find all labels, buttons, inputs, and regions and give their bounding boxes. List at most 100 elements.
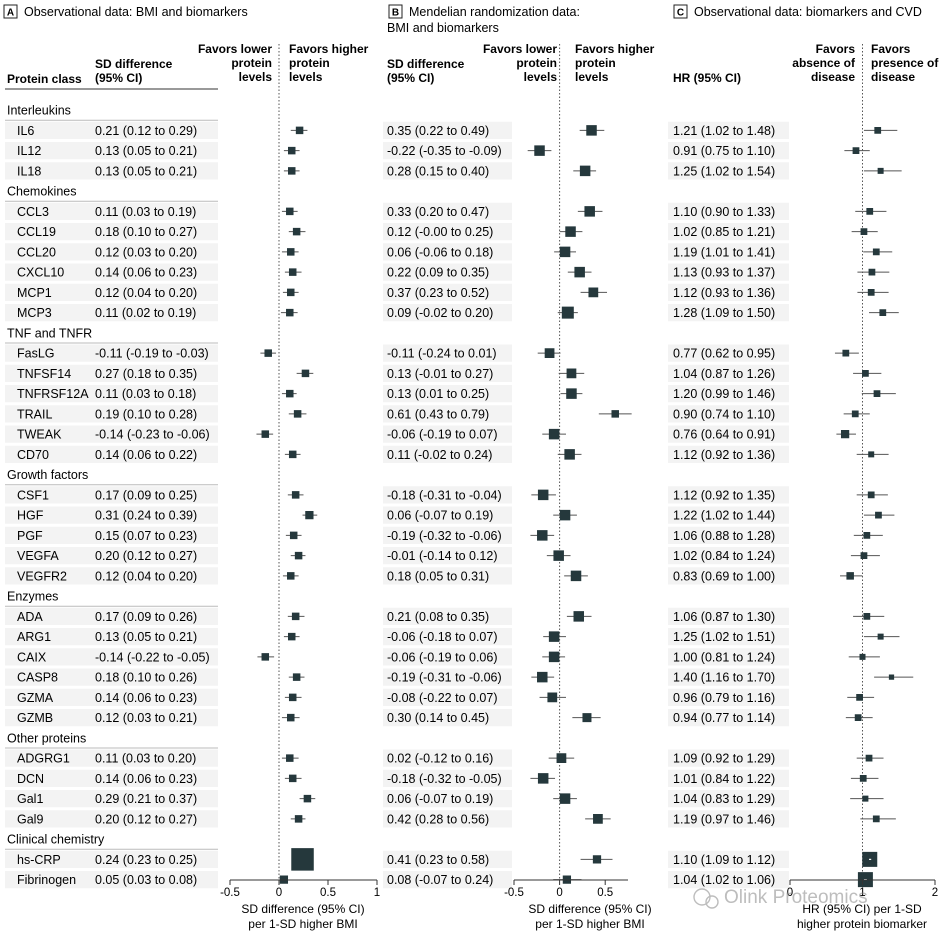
row-band-c: [668, 688, 789, 706]
protein-label: IL12: [17, 144, 41, 158]
row-band-c: [668, 445, 789, 463]
point-estimate-b: [547, 692, 558, 703]
svg-text:Olink Proteomics: Olink Proteomics: [724, 887, 868, 908]
row-band-c: [668, 628, 789, 646]
row-band-c: [668, 567, 789, 585]
x-tick-label-a: -0.5: [220, 887, 240, 899]
point-estimate-b: [537, 671, 548, 683]
row-band-a: [5, 344, 218, 362]
row-band-a: [5, 709, 218, 727]
row-band-c: [668, 871, 789, 889]
estimate-text-c: 0.94 (0.77 to 1.14): [673, 711, 775, 725]
point-estimate-c: [879, 309, 887, 316]
point-estimate-b: [566, 368, 577, 379]
point-estimate-a: [294, 815, 303, 823]
row-band-b: [383, 749, 512, 767]
protein-label: CCL20: [17, 245, 56, 259]
a-favors-lower-1: Favors lower: [198, 42, 272, 56]
estimate-text-a: -0.14 (-0.23 to -0.06): [95, 428, 210, 442]
estimate-text-a: 0.17 (0.09 to 0.25): [95, 488, 197, 502]
row-band-a: [5, 445, 218, 463]
row-band-c: [668, 121, 789, 139]
estimate-text-a: -0.14 (-0.22 to -0.05): [95, 650, 210, 664]
group-label: Clinical chemistry: [7, 833, 105, 847]
estimate-text-c: 1.06 (0.88 to 1.28): [673, 529, 775, 543]
point-estimate-c: [868, 451, 875, 458]
estimate-text-c: 0.76 (0.64 to 0.91): [673, 428, 775, 442]
point-estimate-b: [570, 570, 582, 582]
point-estimate-a: [291, 612, 300, 621]
row-band-a: [5, 506, 218, 524]
row-band-c: [668, 223, 789, 241]
row-band-a: [5, 688, 218, 706]
a-axis-label-1: SD difference (95% CI): [241, 902, 364, 916]
protein-label: ARG1: [17, 630, 51, 644]
point-estimate-a: [261, 653, 270, 661]
row-band-a: [5, 567, 218, 585]
point-estimate-c: [852, 147, 860, 154]
estimate-text-c: 1.01 (0.84 to 1.22): [673, 772, 775, 786]
c-axis-label-2: higher protein biomarker: [797, 917, 927, 931]
b-favors-lower-2: protein: [516, 56, 557, 70]
x-tick-label-c: 2: [932, 887, 938, 899]
row-band-b: [383, 526, 512, 544]
estimate-text-b: -0.18 (-0.32 to -0.05): [387, 772, 502, 786]
b-favors-higher-3: levels: [575, 70, 609, 84]
row-band-a: [5, 223, 218, 241]
point-estimate-b: [574, 266, 585, 278]
estimate-text-c: 1.19 (1.01 to 1.41): [673, 245, 775, 259]
row-band-c: [668, 304, 789, 322]
point-estimate-a: [291, 491, 300, 499]
estimate-text-b: -0.08 (-0.22 to 0.07): [387, 691, 497, 705]
estimate-text-b: 0.13 (0.01 to 0.25): [387, 387, 489, 401]
point-estimate-b: [561, 306, 574, 319]
row-band-a: [5, 283, 218, 301]
point-estimate-c: [877, 167, 884, 174]
protein-class-header: Protein class: [7, 72, 82, 86]
point-estimate-b: [565, 226, 576, 237]
estimate-text-c: 1.22 (1.02 to 1.44): [673, 509, 775, 523]
row-band-c: [668, 283, 789, 301]
estimate-text-b: 0.21 (0.08 to 0.35): [387, 610, 489, 624]
estimate-text-a: 0.14 (0.06 to 0.23): [95, 772, 197, 786]
estimate-text-a: 0.05 (0.03 to 0.08): [95, 873, 197, 887]
estimate-text-a: 0.12 (0.03 to 0.21): [95, 711, 197, 725]
protein-label: MCP3: [17, 306, 52, 320]
point-estimate-b: [564, 449, 575, 460]
point-estimate-c: [888, 674, 895, 680]
point-estimate-a: [292, 227, 301, 236]
row-band-c: [668, 607, 789, 625]
point-estimate-b: [559, 246, 571, 258]
estimate-text-a: 0.14 (0.06 to 0.23): [95, 691, 197, 705]
estimate-text-a: 0.11 (0.02 to 0.19): [95, 306, 196, 320]
x-tick-label-b: -0.5: [504, 887, 524, 899]
protein-label: VEGFA: [17, 549, 59, 563]
point-estimate-b: [537, 489, 549, 501]
estimate-text-c: 1.13 (0.93 to 1.37): [673, 266, 775, 280]
estimate-text-a: 0.29 (0.21 to 0.37): [95, 792, 197, 806]
estimate-text-a: 0.19 (0.10 to 0.28): [95, 407, 197, 421]
row-band-c: [668, 364, 789, 382]
estimate-text-a: -0.11 (-0.19 to -0.03): [95, 347, 209, 361]
estimate-text-a: 0.14 (0.06 to 0.22): [95, 448, 197, 462]
estimate-text-b: 0.08 (-0.07 to 0.24): [387, 873, 493, 887]
point-estimate-c: [862, 370, 869, 377]
estimate-text-a: 0.13 (0.05 to 0.21): [95, 630, 197, 644]
row-band-b: [383, 871, 512, 889]
estimate-text-c: 0.77 (0.62 to 0.95): [673, 347, 775, 361]
point-estimate-c: [872, 248, 880, 256]
estimate-text-b: -0.22 (-0.35 to -0.09): [387, 144, 502, 158]
row-band-c: [668, 385, 789, 403]
point-estimate-c: [859, 653, 866, 660]
point-estimate-c: [842, 349, 850, 357]
point-estimate-b: [593, 814, 603, 824]
protein-label: GZMB: [17, 711, 53, 725]
row-band-b: [383, 405, 512, 423]
protein-label: CAIX: [17, 650, 47, 664]
c-favors-presence-1: Favors: [871, 42, 911, 56]
estimate-text-c: 1.04 (1.02 to 1.06): [673, 873, 775, 887]
point-estimate-b: [534, 145, 545, 156]
point-estimate-b: [548, 631, 560, 642]
b-favors-lower-1: Favors lower: [483, 42, 557, 56]
x-tick-label-b: 0: [556, 887, 562, 899]
